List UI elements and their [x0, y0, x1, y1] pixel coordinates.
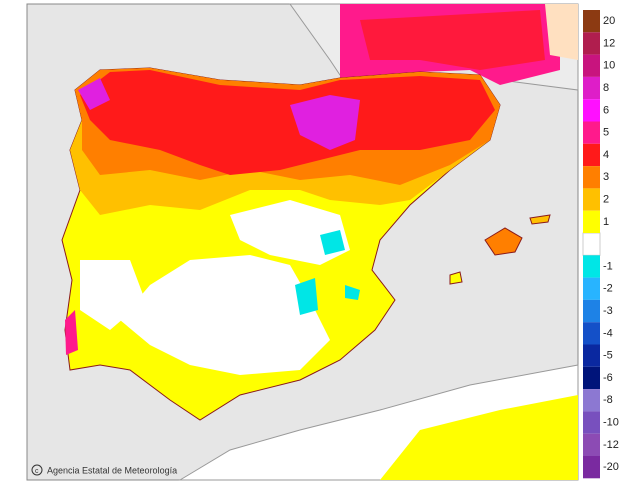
legend-label: -12	[603, 439, 619, 451]
legend-swatch	[583, 411, 600, 434]
zone-cool-2	[295, 278, 318, 315]
africa-warm	[380, 395, 578, 480]
zone-8	[290, 95, 360, 150]
legend-label: 4	[603, 149, 609, 161]
zone-white-centre	[230, 200, 350, 265]
legend-swatch	[583, 54, 600, 77]
legend-swatch	[583, 76, 600, 100]
legend-label: 1	[603, 216, 609, 228]
legend-swatch	[583, 255, 600, 278]
zone-white-south	[120, 255, 330, 375]
legend-label: -8	[603, 394, 613, 406]
legend-label: -10	[603, 416, 619, 428]
menorca	[529, 214, 551, 225]
legend-swatch	[583, 188, 600, 211]
legend-swatch	[583, 322, 600, 345]
legend-label: -2	[603, 283, 613, 295]
zone-cool-3	[345, 285, 360, 300]
copyright-c: c	[35, 468, 39, 475]
zone-8-nw	[78, 78, 110, 110]
copyright-icon	[31, 464, 43, 476]
zone-white-west	[80, 260, 145, 330]
legend-swatch	[583, 277, 600, 300]
legend-label: -1	[603, 260, 613, 272]
legend-neutral	[582, 232, 601, 256]
legend-swatch	[583, 10, 600, 33]
ibiza	[449, 271, 463, 285]
legend-swatch	[583, 121, 600, 144]
france-hot	[360, 10, 545, 70]
legend-label: -4	[603, 327, 613, 339]
zone-4	[80, 70, 495, 175]
legend-label: 12	[603, 37, 615, 49]
france-east	[545, 4, 578, 60]
legend-label: 5	[603, 127, 609, 139]
legend-label: 20	[603, 15, 615, 27]
credit: Agencia Estatal de Meteorología	[47, 465, 177, 475]
legend-label: -3	[603, 305, 613, 317]
legend-label: 10	[603, 60, 615, 72]
legend-swatch	[583, 299, 600, 323]
zone-cool-1	[320, 230, 345, 255]
legend-swatch	[583, 99, 600, 122]
legend-swatch	[583, 32, 600, 55]
legend-swatch	[583, 344, 600, 367]
legend-label: 3	[603, 171, 609, 183]
legend-label: 2	[603, 193, 609, 205]
legend-label: 6	[603, 104, 609, 116]
legend-swatch	[583, 210, 600, 233]
legend-swatch	[583, 143, 600, 167]
legend-label: -5	[603, 350, 613, 362]
legend-swatch	[583, 389, 600, 412]
mallorca	[484, 227, 523, 256]
legend-label: 8	[603, 82, 609, 94]
legend: 20 12 10 8 6 5 4 3 2 1 -1 -2 -3 -4 -5 -6 -8 -10 -12 -20	[582, 10, 619, 479]
legend-swatch	[583, 433, 600, 456]
legend-label: -6	[603, 372, 613, 384]
legend-swatch	[583, 456, 600, 479]
zone-west-coast	[65, 310, 78, 355]
legend-swatch	[583, 166, 600, 189]
legend-swatch	[583, 366, 600, 390]
legend-label: -20	[603, 461, 619, 473]
